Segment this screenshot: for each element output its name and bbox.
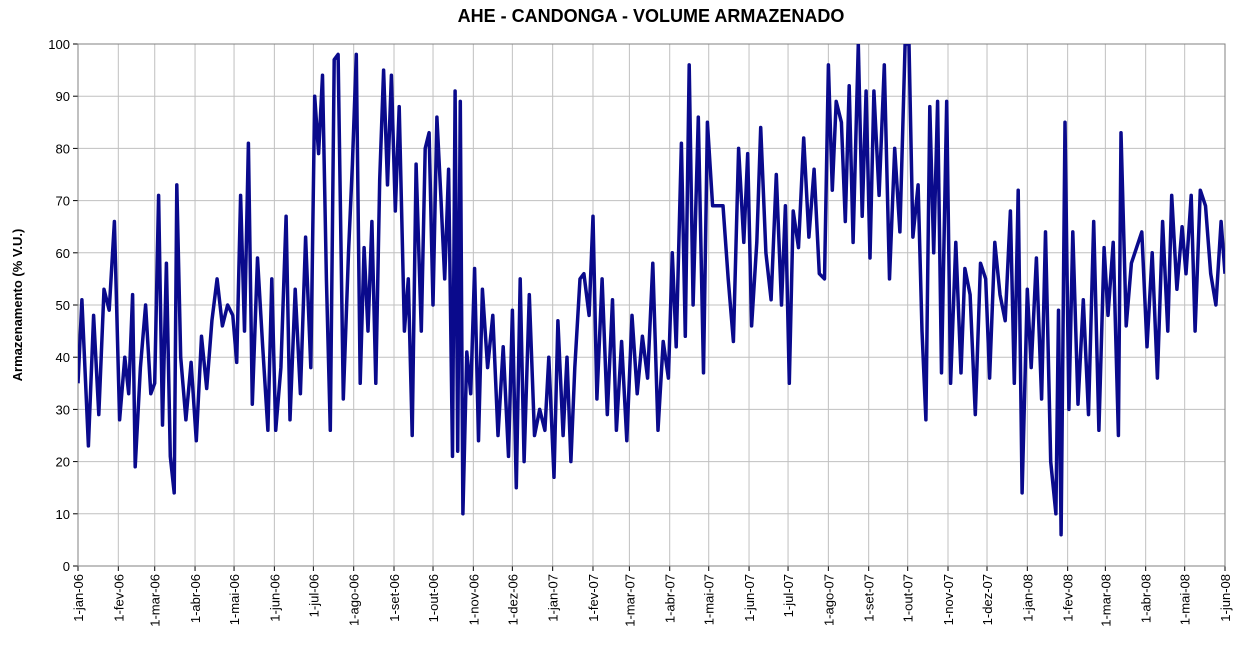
x-tick-label: 1-mai-07: [702, 574, 717, 625]
chart-title: AHE - CANDONGA - VOLUME ARMAZENADO: [458, 6, 845, 26]
x-tick-label: 1-ago-07: [821, 574, 836, 626]
x-tick-label: 1-jan-08: [1020, 574, 1035, 622]
data-line: [78, 44, 1225, 537]
x-tick-label: 1-mai-08: [1178, 574, 1193, 625]
x-tick-label: 1-fev-08: [1061, 574, 1076, 622]
x-tick-label: 1-nov-07: [941, 574, 956, 625]
x-tick-label: 1-out-06: [426, 574, 441, 622]
y-tick-label: 70: [56, 194, 70, 209]
y-tick-label: 50: [56, 298, 70, 313]
x-tick-label: 1-jul-07: [781, 574, 796, 617]
x-tick-label: 1-nov-06: [466, 574, 481, 625]
x-tick-label: 1-jan-06: [71, 574, 86, 622]
x-tick-label: 1-fev-07: [586, 574, 601, 622]
y-tick-label: 40: [56, 350, 70, 365]
x-tick-label: 1-ago-06: [347, 574, 362, 626]
x-tick-label: 1-out-07: [901, 574, 916, 622]
x-tick-label: 1-mar-08: [1098, 574, 1113, 627]
x-tick-label: 1-jun-06: [267, 574, 282, 622]
x-tick-label: 1-abr-06: [188, 574, 203, 623]
y-tick-label: 20: [56, 455, 70, 470]
y-tick-label: 90: [56, 89, 70, 104]
x-tick-label: 1-dez-07: [980, 574, 995, 625]
y-tick-label: 0: [63, 559, 70, 574]
x-tick-label: 1-abr-08: [1139, 574, 1154, 623]
y-axis-label: Armazenamento (% V.U.): [10, 229, 25, 382]
x-tick-label: 1-set-06: [387, 574, 402, 622]
x-tick-label: 1-fev-06: [111, 574, 126, 622]
x-tick-label: 1-mar-06: [148, 574, 163, 627]
y-tick-label: 80: [56, 141, 70, 156]
y-tick-label: 30: [56, 402, 70, 417]
x-tick-label: 1-set-07: [862, 574, 877, 622]
x-tick-label: 1-dez-06: [505, 574, 520, 625]
x-tick-label: 1-jun-08: [1218, 574, 1233, 622]
x-tick-label: 1-jun-07: [742, 574, 757, 622]
x-tick-label: 1-mar-07: [622, 574, 637, 627]
y-tick-label: 100: [48, 37, 70, 52]
plot-border: [77, 43, 1226, 567]
x-tick-label: 1-mai-06: [227, 574, 242, 625]
y-tick-label: 10: [56, 507, 70, 522]
x-tick-label: 1-jan-07: [546, 574, 561, 622]
x-tick-label: 1-abr-07: [663, 574, 678, 623]
x-tick-label: 1-jul-06: [306, 574, 321, 617]
y-tick-label: 60: [56, 246, 70, 261]
